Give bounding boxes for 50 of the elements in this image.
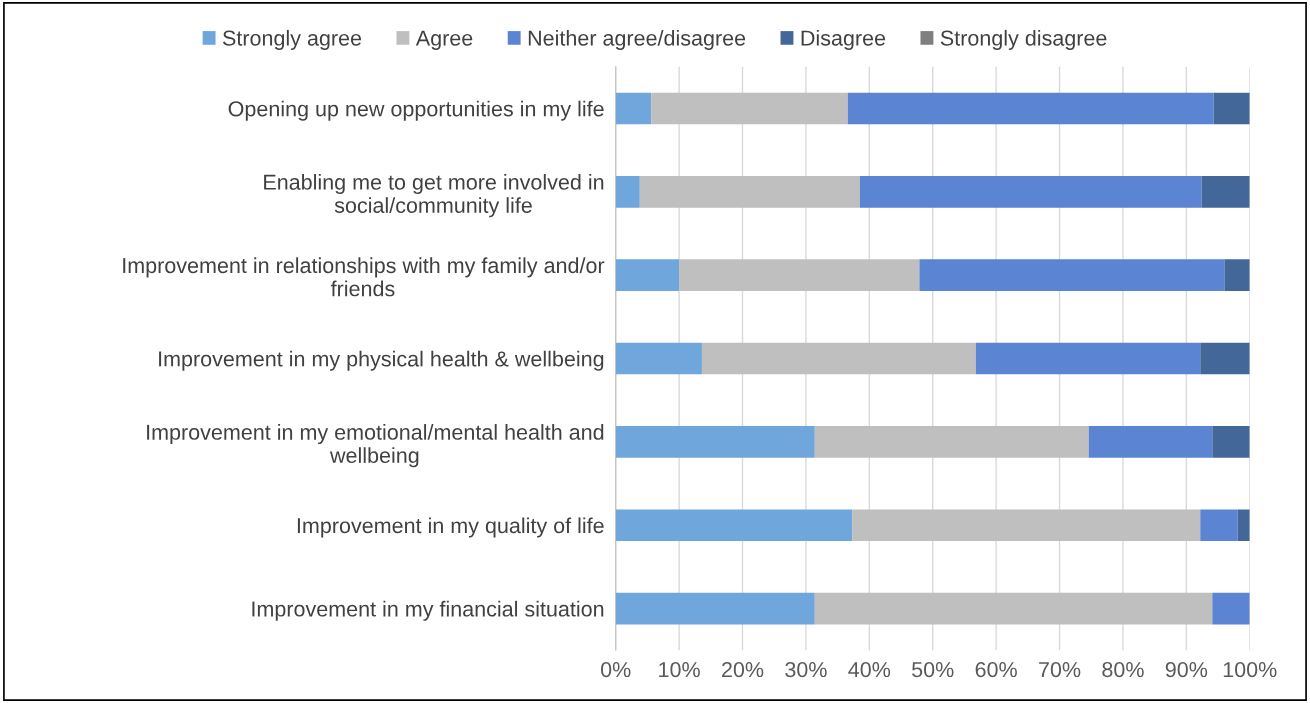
bar bbox=[615, 592, 815, 625]
x-tick-label: 10% bbox=[659, 661, 700, 678]
x-tick-label: 40% bbox=[848, 661, 891, 678]
bar bbox=[615, 92, 652, 125]
bar bbox=[615, 426, 815, 458]
bar bbox=[615, 342, 702, 375]
bar bbox=[919, 259, 1225, 292]
y-tick-label: Improvement in my physical health & wellbeing bbox=[159, 350, 604, 371]
x-tick-label: 20% bbox=[722, 661, 764, 678]
bar bbox=[814, 426, 1089, 458]
y-tick-label: Improvement in my quality of life bbox=[297, 517, 604, 538]
legend-label: Strongly disagree bbox=[940, 29, 1107, 50]
bar bbox=[1088, 426, 1213, 458]
bar bbox=[975, 342, 1201, 375]
bar bbox=[814, 592, 1213, 625]
bar bbox=[639, 175, 860, 208]
x-tick-label: 70% bbox=[1039, 661, 1081, 678]
x-tick-label: 50% bbox=[912, 661, 954, 678]
y-tick-label: Improvement in relationships with my family and/or friends bbox=[123, 257, 605, 297]
bar bbox=[859, 175, 1202, 208]
bar bbox=[615, 509, 853, 542]
y-tick-label: Opening up new opportunities in my life bbox=[228, 100, 604, 121]
bar bbox=[615, 259, 680, 292]
x-tick-label: 80% bbox=[1102, 661, 1144, 678]
x-tick-label: 90% bbox=[1165, 661, 1208, 678]
y-tick-label: Enabling me to get more involved in social/community life bbox=[264, 173, 604, 218]
x-tick-label: 60% bbox=[975, 661, 1017, 678]
x-tick-label: 30% bbox=[785, 661, 827, 678]
x-tick-label: 0% bbox=[600, 661, 631, 678]
legend-label: Strongly agree bbox=[222, 29, 362, 50]
bar bbox=[847, 92, 1214, 125]
bar bbox=[679, 259, 920, 292]
bar bbox=[1201, 175, 1250, 208]
y-tick-label: Improvement in my financial situation bbox=[252, 600, 604, 621]
legend-label: Disagree bbox=[801, 29, 886, 50]
bar bbox=[1212, 592, 1250, 625]
bar bbox=[651, 92, 848, 125]
legend-label: Agree bbox=[415, 30, 473, 50]
bar bbox=[852, 509, 1201, 542]
bar bbox=[1200, 342, 1250, 375]
bar bbox=[701, 342, 976, 375]
bar bbox=[1224, 259, 1250, 292]
bar bbox=[615, 175, 640, 208]
legend-label: Neither agree/disagree bbox=[528, 29, 746, 50]
bar bbox=[1200, 509, 1238, 542]
bar bbox=[1237, 509, 1250, 542]
bar bbox=[1213, 92, 1250, 125]
x-tick-label: 100% bbox=[1223, 661, 1277, 678]
y-tick-label: Improvement in my emotional/mental health and wellbeing bbox=[147, 424, 604, 468]
bar bbox=[1212, 426, 1250, 458]
